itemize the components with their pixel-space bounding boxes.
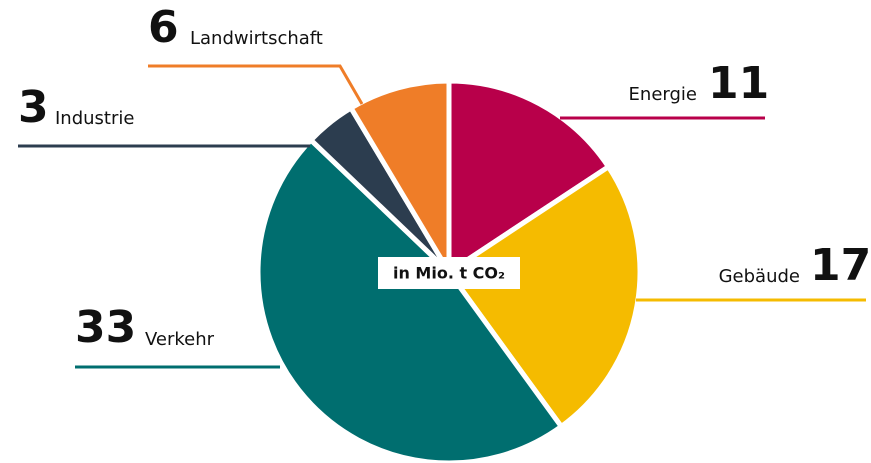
pie-slice (446, 78, 611, 275)
category-label: Gebäude (719, 266, 800, 287)
value-label: 6 (148, 2, 179, 53)
value-label: 17 (810, 240, 871, 291)
pie-slice (446, 164, 643, 430)
category-label: Landwirtschaft (190, 28, 323, 49)
pie-slice (255, 137, 564, 463)
pie-slice (348, 78, 452, 275)
center-label: in Mio. t CO₂ (393, 264, 505, 283)
category-label: Industrie (55, 108, 134, 129)
category-label: Verkehr (145, 329, 215, 350)
value-label: 11 (708, 58, 769, 109)
value-label: 33 (75, 302, 136, 353)
category-label: Energie (629, 84, 697, 105)
leader-line (148, 64, 364, 105)
center-label-box (378, 257, 520, 289)
value-label: 3 (18, 82, 49, 133)
